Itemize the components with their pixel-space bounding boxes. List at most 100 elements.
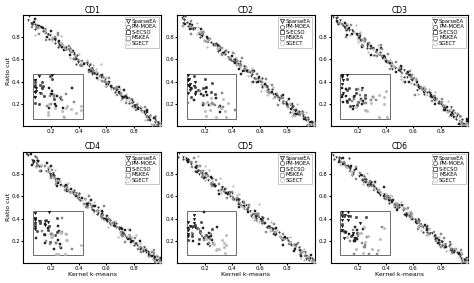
- Legend: SparseEA, PM-MOEA, S-ECSO, MSKEA, SGECT: SparseEA, PM-MOEA, S-ECSO, MSKEA, SGECT: [432, 154, 466, 185]
- Point: [126, 228, 134, 232]
- Point: [103, 82, 110, 87]
- Point: [438, 232, 445, 236]
- Point: [116, 90, 123, 94]
- Point: [33, 162, 40, 167]
- Point: [198, 32, 206, 37]
- Point: [211, 43, 219, 47]
- Point: [377, 190, 385, 194]
- Point: [144, 254, 152, 258]
- Point: [310, 120, 317, 125]
- Point: [257, 216, 264, 221]
- Point: [240, 67, 248, 72]
- Point: [202, 173, 210, 177]
- Point: [425, 87, 433, 92]
- Point: [156, 260, 164, 264]
- Point: [139, 248, 147, 252]
- Point: [353, 237, 360, 241]
- Point: [100, 76, 108, 81]
- Point: [361, 93, 369, 98]
- Point: [263, 84, 270, 89]
- Point: [99, 75, 107, 80]
- Point: [339, 77, 347, 82]
- Point: [346, 239, 354, 244]
- Point: [457, 260, 465, 264]
- Point: [229, 51, 237, 55]
- Point: [189, 224, 197, 228]
- Point: [42, 240, 49, 245]
- Point: [85, 199, 92, 204]
- Point: [100, 216, 107, 221]
- Point: [346, 214, 354, 218]
- Point: [99, 213, 107, 218]
- Point: [380, 53, 388, 58]
- Point: [370, 186, 378, 190]
- Point: [62, 184, 70, 189]
- Point: [398, 202, 406, 207]
- Point: [91, 203, 99, 208]
- Point: [191, 221, 198, 225]
- Point: [221, 250, 229, 255]
- Point: [292, 108, 300, 112]
- Point: [88, 72, 96, 76]
- Point: [63, 238, 71, 243]
- Point: [463, 260, 471, 264]
- Point: [33, 163, 40, 168]
- Point: [193, 170, 201, 174]
- Point: [431, 102, 439, 107]
- Point: [412, 82, 419, 87]
- Point: [208, 96, 215, 100]
- Point: [415, 227, 422, 231]
- Point: [339, 99, 346, 104]
- Point: [136, 241, 144, 245]
- Point: [395, 203, 403, 208]
- Point: [198, 34, 206, 38]
- Point: [253, 213, 260, 218]
- Point: [287, 106, 294, 111]
- Point: [358, 45, 365, 50]
- Point: [62, 237, 70, 242]
- Point: [298, 249, 306, 254]
- Point: [202, 113, 210, 118]
- Point: [156, 260, 164, 264]
- Point: [209, 42, 217, 46]
- Point: [86, 202, 94, 207]
- Point: [226, 56, 233, 61]
- Point: [267, 220, 274, 224]
- Point: [365, 233, 372, 238]
- Point: [55, 39, 63, 44]
- Point: [436, 242, 444, 247]
- Point: [303, 116, 310, 120]
- Point: [45, 86, 53, 91]
- Point: [358, 42, 366, 47]
- Point: [418, 86, 426, 91]
- Point: [122, 98, 129, 102]
- Point: [38, 80, 46, 85]
- Point: [216, 104, 224, 108]
- Point: [341, 20, 349, 25]
- Point: [376, 50, 384, 54]
- Point: [191, 223, 199, 228]
- Point: [62, 92, 70, 97]
- Point: [62, 47, 70, 52]
- Point: [143, 108, 151, 112]
- Point: [207, 175, 214, 180]
- Point: [120, 232, 128, 236]
- Point: [55, 43, 63, 47]
- Point: [73, 194, 81, 198]
- Point: [359, 227, 367, 231]
- Point: [279, 237, 287, 241]
- Point: [128, 239, 135, 243]
- Point: [386, 60, 393, 65]
- Point: [442, 245, 449, 250]
- Point: [42, 239, 49, 244]
- Point: [438, 240, 446, 245]
- Point: [35, 23, 42, 28]
- Point: [141, 118, 149, 122]
- Point: [198, 233, 206, 238]
- Point: [39, 26, 47, 31]
- Point: [45, 32, 52, 36]
- Point: [62, 182, 69, 187]
- Point: [243, 67, 251, 72]
- Point: [361, 37, 368, 42]
- Point: [30, 160, 37, 165]
